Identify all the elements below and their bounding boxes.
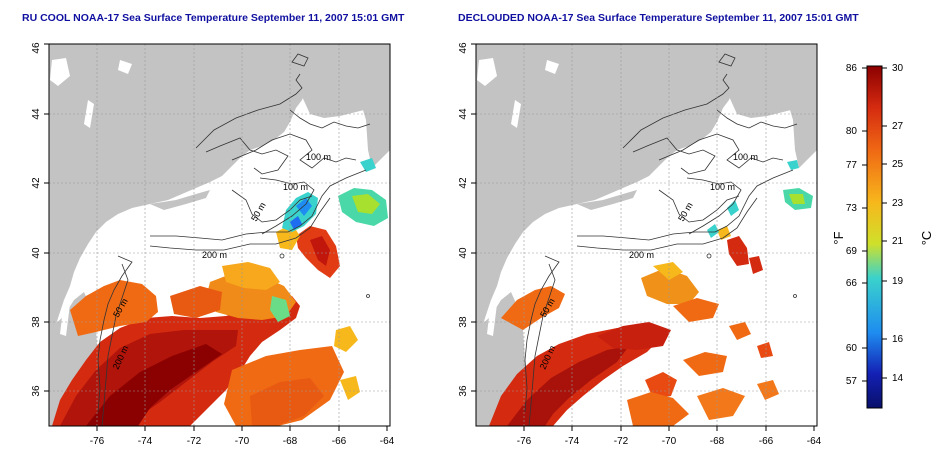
colorbar-c-tick: 30 (892, 63, 904, 74)
colorbar-f-tick: 57 (846, 376, 858, 387)
colorbar-c-tick: 27 (892, 121, 904, 132)
lon-tick-label: -66 (332, 436, 347, 447)
lat-tick-label: 38 (31, 316, 42, 328)
panel-1-title: RU COOL NOAA-17 Sea Surface Temperature … (22, 12, 405, 24)
lat-tick-label: 38 (458, 316, 469, 328)
contour-label: 200 m (202, 250, 227, 260)
colorbar: 86 80 77 73 69 66 60 57 30 27 25 23 21 1… (831, 63, 934, 409)
lon-tick-label: -76 (517, 436, 532, 447)
lat-tick-label: 46 (31, 42, 42, 54)
lon-tick-label: -70 (662, 436, 677, 447)
panel-2-map: 100 m 100 m 50 m 200 m 50 m 200 m -76 -7… (458, 42, 822, 447)
colorbar-f-tick: 73 (846, 203, 858, 214)
contour-label: 100 m (710, 182, 735, 192)
colorbar-c-tick: 25 (892, 159, 904, 170)
panel-2-title: DECLOUDED NOAA-17 Sea Surface Temperatur… (458, 12, 859, 24)
contour-label: 100 m (306, 152, 331, 162)
lat-tick-label: 42 (31, 177, 42, 189)
lon-tick-label: -64 (807, 436, 822, 447)
lat-tick-label: 40 (31, 247, 42, 259)
colorbar-c-tick: 21 (892, 236, 904, 247)
lat-tick-label: 36 (458, 385, 469, 397)
lat-tick-label: 46 (458, 42, 469, 54)
lon-tick-label: -68 (283, 436, 298, 447)
lat-tick-label: 42 (458, 177, 469, 189)
colorbar-f-tick: 69 (846, 246, 858, 257)
colorbar-f-tick: 77 (846, 160, 858, 171)
colorbar-f-tick: 80 (846, 126, 858, 137)
colorbar-c-tick: 16 (892, 334, 904, 345)
panel-1-map: 100 m 100 m 50 m 200 m 50 m 200 m -76 -7… (31, 42, 395, 447)
lat-tick-label: 44 (31, 108, 42, 120)
lon-tick-label: -66 (759, 436, 774, 447)
lon-tick-label: -74 (138, 436, 153, 447)
colorbar-c-label: °C (919, 231, 934, 246)
colorbar-c-tick: 23 (892, 198, 904, 209)
lat-tick-label: 44 (458, 108, 469, 120)
colorbar-c-tick: 19 (892, 276, 904, 287)
lon-tick-label: -76 (90, 436, 105, 447)
contour-label: 200 m (629, 250, 654, 260)
lon-tick-label: -68 (710, 436, 725, 447)
colorbar-f-tick: 86 (846, 63, 858, 74)
lat-tick-label: 36 (31, 385, 42, 397)
lon-tick-label: -72 (187, 436, 202, 447)
lon-tick-label: -72 (614, 436, 629, 447)
lon-tick-label: -74 (565, 436, 580, 447)
colorbar-gradient (866, 65, 883, 409)
lon-tick-label: -64 (380, 436, 395, 447)
colorbar-f-tick: 66 (846, 278, 858, 289)
lat-tick-label: 40 (458, 247, 469, 259)
contour-label: 100 m (733, 152, 758, 162)
lon-tick-label: -70 (235, 436, 250, 447)
colorbar-f-tick: 60 (846, 343, 858, 354)
contour-label: 100 m (283, 182, 308, 192)
colorbar-c-tick: 14 (892, 373, 904, 384)
sst-orange-band (70, 280, 158, 336)
colorbar-f-label: °F (831, 231, 846, 244)
